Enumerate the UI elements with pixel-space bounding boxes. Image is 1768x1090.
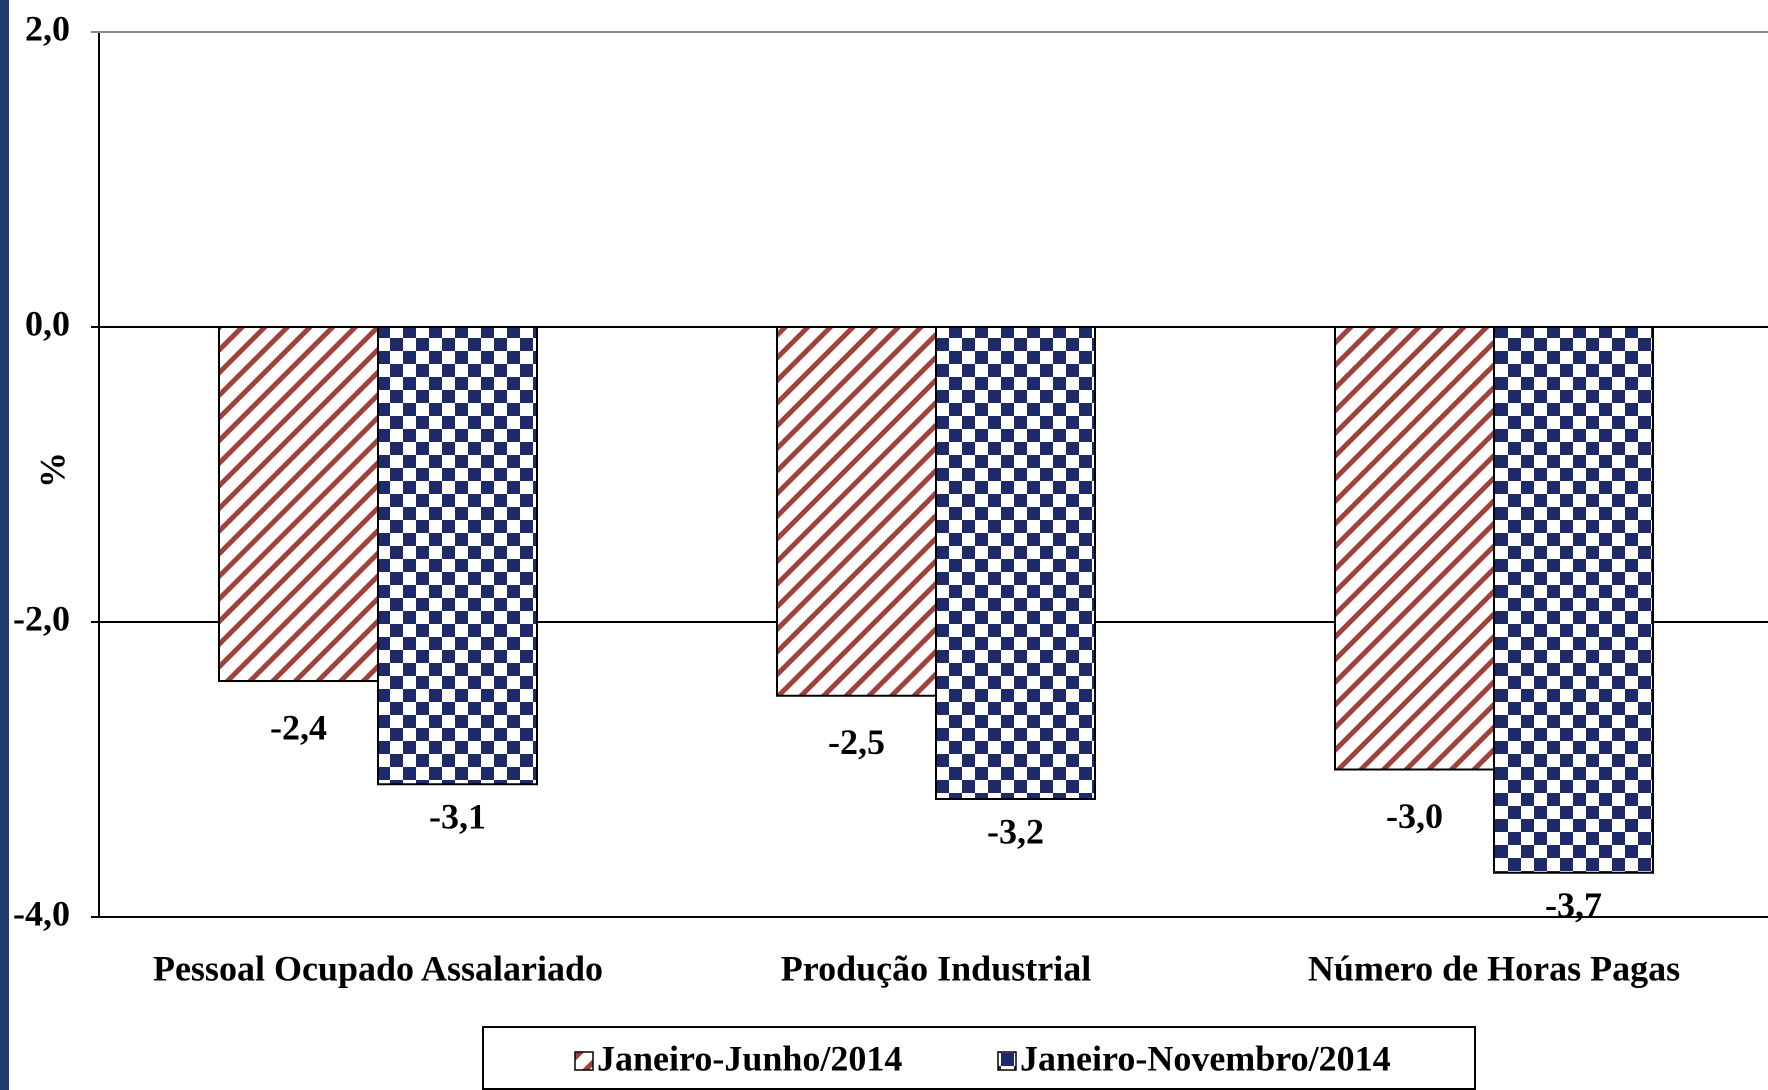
bar — [935, 326, 1096, 800]
frame-edge — [0, 0, 9, 1090]
bar — [1334, 326, 1495, 771]
legend-box — [482, 1026, 1476, 1090]
y-tick-label: -4,0 — [13, 893, 70, 933]
y-tick-label: 2,0 — [25, 8, 70, 48]
legend-swatch — [574, 1051, 594, 1071]
value-label: -3,7 — [1545, 885, 1602, 925]
y-tick-label: -2,0 — [13, 598, 70, 638]
bar — [377, 326, 538, 786]
value-label: -2,4 — [270, 707, 327, 747]
y-axis-label: % — [32, 452, 72, 488]
y-tick-label: 0,0 — [25, 303, 70, 343]
bar — [1493, 326, 1654, 874]
bar — [218, 326, 379, 682]
x-tick-label: Pessoal Ocupado Assalariado — [153, 948, 603, 988]
value-label: -3,0 — [1386, 796, 1443, 836]
value-label: -3,2 — [987, 811, 1044, 851]
value-label: -3,1 — [429, 797, 486, 837]
bar — [776, 326, 937, 697]
x-tick-label: Produção Industrial — [781, 948, 1091, 988]
x-tick-label: Número de Horas Pagas — [1308, 948, 1680, 988]
legend-label: Janeiro-Junho/2014 — [597, 1038, 902, 1078]
legend-swatch — [997, 1051, 1017, 1071]
value-label: -2,5 — [828, 722, 885, 762]
legend-label: Janeiro-Novembro/2014 — [1020, 1038, 1391, 1078]
